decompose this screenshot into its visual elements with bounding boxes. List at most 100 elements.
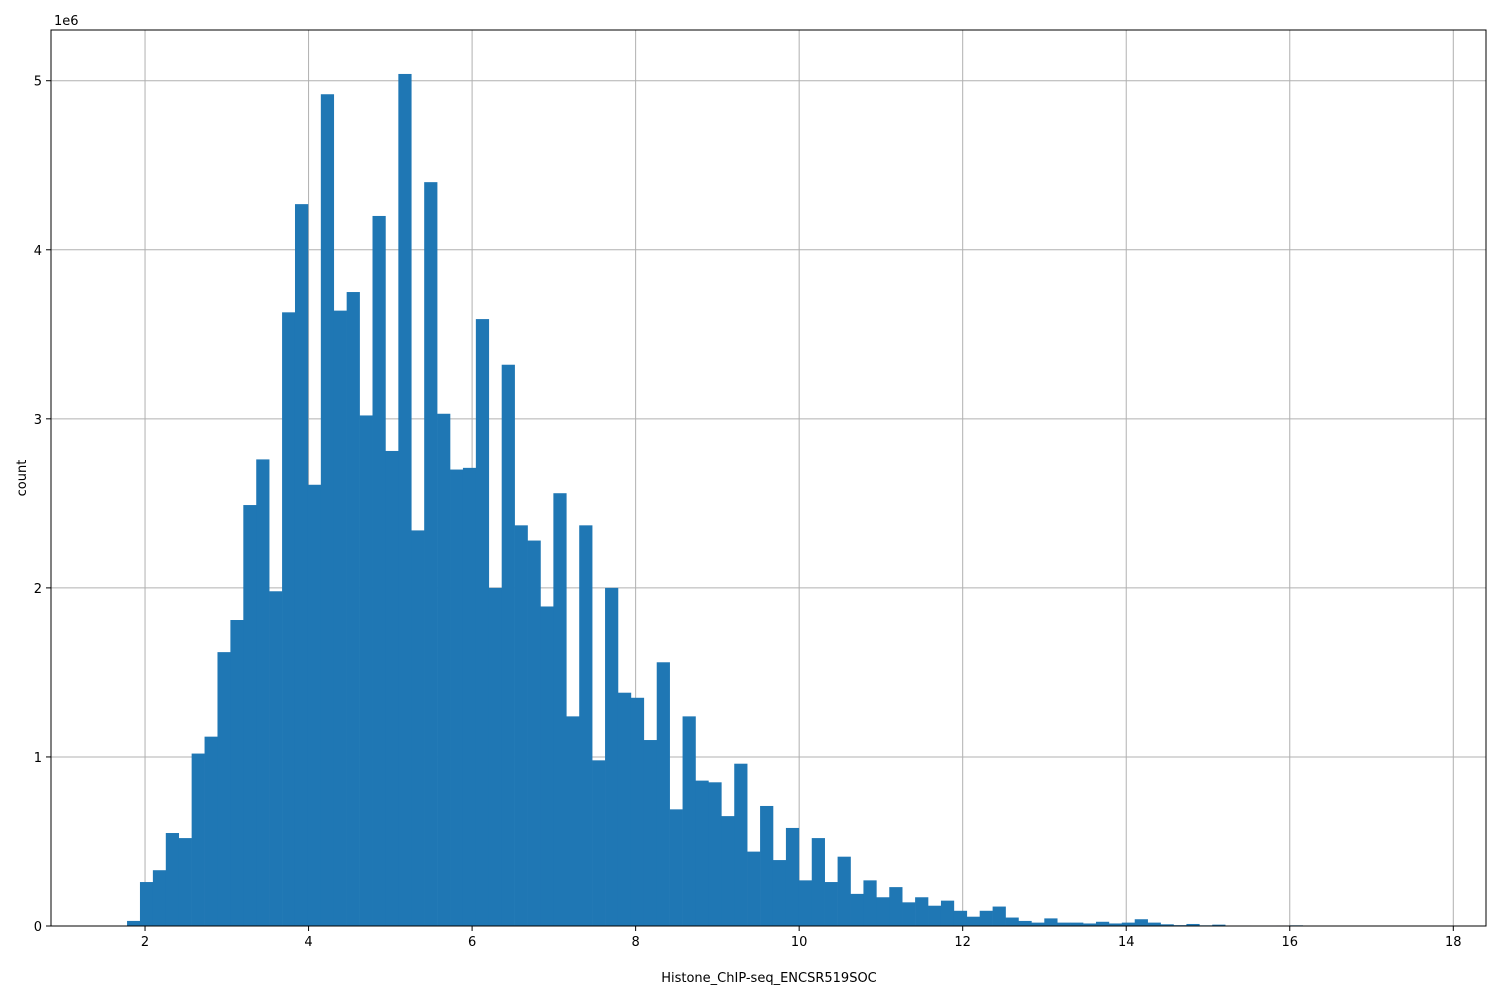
histogram-bar [1186,923,1200,926]
y-tick-label: 4 [34,244,42,259]
histogram-bar [269,591,283,926]
histogram-bar [178,838,192,926]
histogram-bar [217,652,231,926]
histogram-bar [617,692,632,926]
histogram-bar [734,763,748,926]
histogram-bar [243,505,257,926]
x-tick-label: 18 [1445,935,1462,950]
histogram-bar [139,882,154,926]
histogram-bar [682,716,696,926]
histogram-bar [592,760,606,926]
histogram-bar [669,809,683,926]
histogram-bar [630,697,645,926]
histogram-bar [1018,920,1032,926]
histogram-bar [928,905,942,926]
histogram-bar [966,916,981,926]
histogram-bar [346,292,360,927]
histogram-bar [127,920,141,926]
histogram-bar [579,525,593,926]
histogram-bar [475,319,490,926]
histogram-bar [488,587,502,926]
histogram-bar [398,73,412,927]
histogram-bar [462,467,477,926]
x-tick-label: 8 [631,935,639,950]
histogram-bar [1108,923,1123,926]
histogram-bar [514,525,528,926]
histogram-bar [979,910,993,926]
histogram-bar [721,816,735,926]
x-tick-label: 10 [791,935,808,950]
histogram-bar [307,484,322,926]
histogram-bar [385,450,399,926]
histogram-bar [747,851,761,926]
histogram-bar [889,887,903,926]
histogram-bar [902,902,916,926]
histogram-bar [359,415,373,926]
histogram-bar [424,182,438,926]
x-tick-label: 4 [304,935,312,950]
histogram-bar [320,94,335,926]
histogram-bar [863,880,877,926]
histogram-bar [708,782,722,926]
y-axis-label: count [15,460,30,497]
histogram-bar [940,900,955,926]
histogram-bar [992,906,1006,926]
histogram-bar [1121,922,1136,926]
histogram-bar [204,736,218,926]
histogram-bar [811,838,825,926]
histogram-bar [1212,924,1226,926]
histogram-bar [876,897,890,926]
histogram-bar [953,910,968,926]
histogram-bar [605,587,619,926]
y-tick-label: 5 [34,75,42,90]
histogram-bar [256,459,270,926]
histogram-bar [411,530,425,926]
x-tick-label: 6 [468,935,476,950]
y-tick-label: 2 [34,582,42,597]
histogram-bar [1160,924,1174,926]
histogram-bar [1095,921,1110,926]
histogram-bar [695,780,709,926]
histogram-bar [191,753,205,926]
histogram-bar [915,897,929,926]
histogram-bar [566,716,580,926]
y-offset-label: 1e6 [54,14,79,29]
histogram-bar [1083,923,1097,926]
histogram-bar [553,493,567,926]
histogram-bar [1044,918,1058,926]
x-tick-label: 2 [141,935,149,950]
histogram-bar [165,833,180,926]
histogram-bar [437,413,451,926]
x-tick-label: 14 [1118,935,1135,950]
histogram-bar [785,827,800,926]
histogram-bar [824,882,838,926]
y-tick-label: 1 [34,751,42,766]
x-axis-ticks: 2 4 6 8 10 12 14 16 18 [141,926,1462,950]
histogram-bar [294,204,309,926]
histogram-bar [1134,919,1148,926]
y-tick-label: 3 [34,413,42,428]
histogram-bar [333,310,347,926]
histogram-bar [540,606,554,926]
histogram-bar [152,870,167,926]
histogram-bar [282,312,296,926]
histogram-bar [837,856,851,926]
y-tick-label: 0 [34,920,42,935]
histogram-bar [1031,922,1045,926]
histogram-bar [850,893,864,926]
histogram-bar [656,662,670,926]
x-axis-label: Histone_ChIP-seq_ENCSR519SOC [661,971,877,986]
x-tick-label: 12 [954,935,971,950]
histogram-bar [772,860,787,926]
histogram-bar [760,805,774,926]
histogram-bar [1070,922,1084,926]
histogram-bar [230,620,244,926]
plot-frame [50,29,1487,927]
histogram-bars [127,73,1303,927]
histogram-bar [372,215,386,926]
x-tick-label: 16 [1281,935,1298,950]
histogram-bar [450,469,464,926]
histogram-bar [1005,917,1019,926]
histogram-bar [798,880,813,926]
histogram-bar [1147,922,1161,926]
